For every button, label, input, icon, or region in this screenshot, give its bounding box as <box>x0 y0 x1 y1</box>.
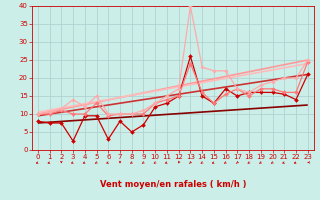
X-axis label: Vent moyen/en rafales ( km/h ): Vent moyen/en rafales ( km/h ) <box>100 180 246 189</box>
